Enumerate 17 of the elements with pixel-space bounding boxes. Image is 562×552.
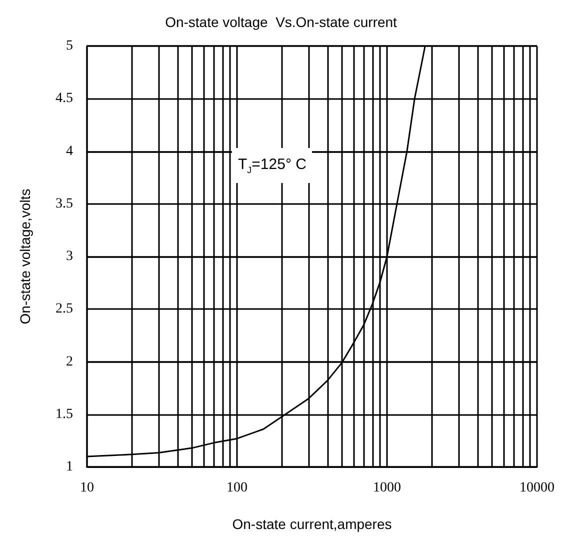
y-tick-label: 5 bbox=[66, 38, 73, 54]
x-tick-label: 10000 bbox=[520, 480, 554, 496]
x-tick-label: 10 bbox=[80, 480, 94, 496]
y-tick-label: 1.5 bbox=[56, 406, 73, 422]
y-tick-label: 2 bbox=[66, 354, 73, 370]
y-tick-label: 4 bbox=[66, 144, 73, 159]
annotation: T$_{J}$=125° C bbox=[238, 156, 306, 175]
y-tick-label: 2.5 bbox=[56, 302, 73, 317]
y-tick-label: 3 bbox=[66, 249, 73, 264]
x-tick-label: 100 bbox=[226, 480, 248, 496]
y-tick-label: 3.5 bbox=[56, 196, 73, 212]
chart-title: On-state voltage Vs.On-state current bbox=[165, 14, 398, 30]
y-tick-label: 1 bbox=[66, 460, 73, 474]
x-tick-label: 1000 bbox=[373, 480, 401, 496]
y-tick-label: 4.5 bbox=[56, 91, 73, 106]
y-axis-title: On-state voltage,volts bbox=[17, 188, 33, 324]
x-axis-title: On-state current,amperes bbox=[232, 516, 392, 532]
